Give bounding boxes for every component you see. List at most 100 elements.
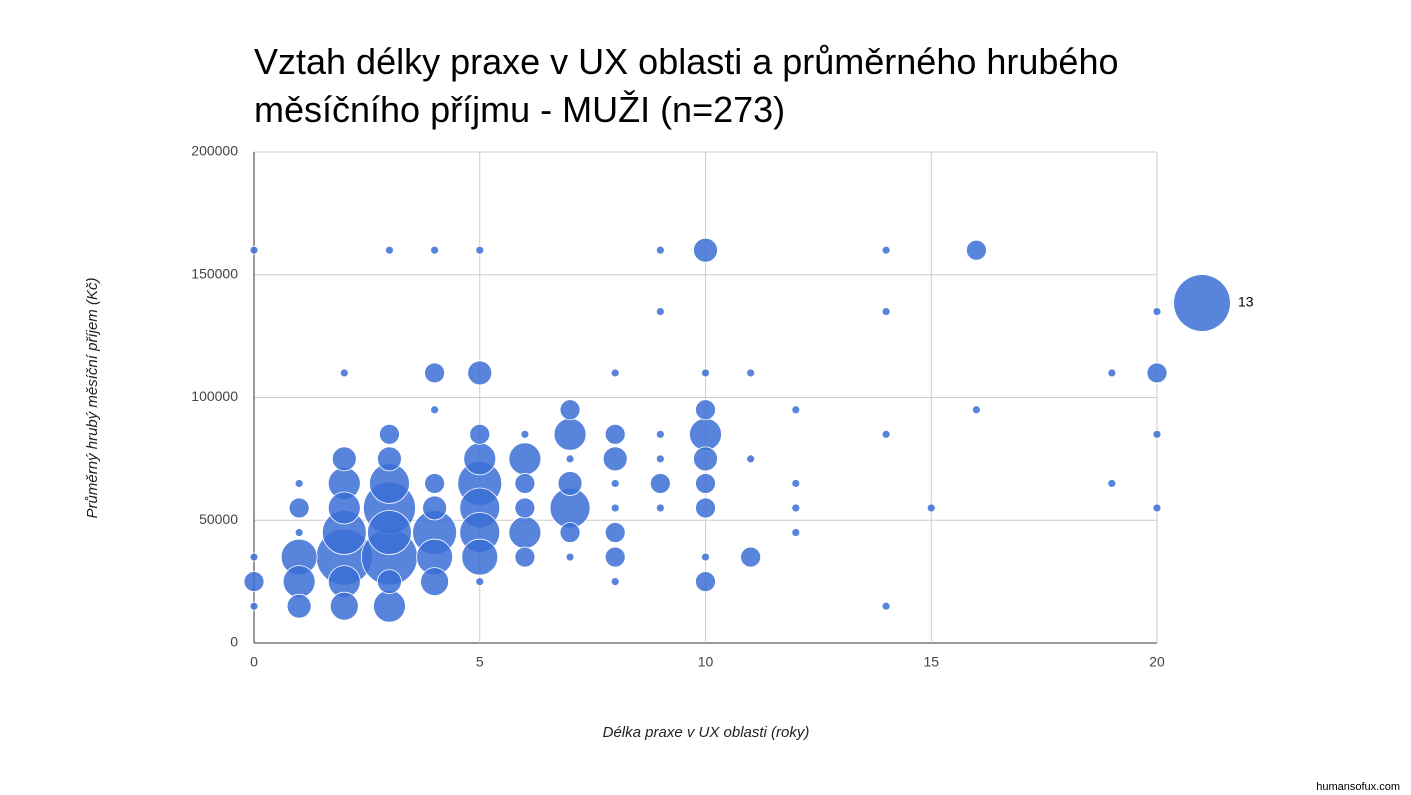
bubble (655, 429, 665, 439)
bubble (791, 528, 801, 537)
bubble (610, 503, 620, 513)
bubble (881, 307, 891, 316)
bubble (514, 546, 536, 568)
bubble (249, 552, 259, 562)
bubble (286, 593, 312, 619)
bubble (655, 245, 665, 255)
bubble (430, 405, 440, 415)
x-tick-label: 5 (476, 654, 484, 670)
bubble (461, 538, 499, 576)
bubble (655, 307, 665, 316)
bubble (695, 399, 716, 421)
bubble (746, 454, 756, 464)
bubble (379, 423, 400, 445)
bubble (327, 491, 361, 525)
bubble (649, 473, 671, 494)
bubble (926, 503, 936, 513)
bubble (331, 446, 357, 472)
y-tick-label: 0 (230, 634, 238, 650)
bubble (604, 522, 626, 543)
bubble (557, 471, 583, 496)
bubble (475, 577, 485, 587)
bubble (604, 546, 626, 568)
y-tick-label: 150000 (191, 265, 238, 281)
bubble (695, 497, 716, 519)
bubble (791, 503, 801, 513)
bubble (791, 479, 801, 488)
bubble (610, 479, 620, 488)
bubble (508, 516, 542, 549)
y-tick-label: 50000 (199, 511, 238, 527)
bubble (881, 601, 891, 611)
bubble (243, 571, 265, 593)
y-axis-title: Průměrný hrubý měsíční příjem (Kč) (84, 278, 101, 519)
bubble (791, 405, 801, 415)
bubble (1152, 429, 1162, 439)
bubble (559, 522, 581, 543)
bubble (966, 239, 987, 261)
bubble (469, 423, 491, 445)
bubble (695, 571, 716, 593)
bubble (282, 565, 316, 599)
bubble (565, 454, 575, 464)
bubble (294, 528, 304, 537)
bubble (604, 423, 626, 445)
bubble (693, 237, 718, 263)
chart-title: Vztah délky praxe v UX oblasti a průměrn… (254, 41, 1119, 82)
bubble (701, 552, 710, 562)
bubble (1152, 503, 1162, 513)
bubble (881, 429, 891, 439)
bubble (294, 479, 304, 488)
bubble (559, 399, 581, 421)
bubble (610, 577, 620, 587)
x-tick-label: 20 (1149, 654, 1165, 670)
bubble (373, 589, 406, 623)
y-tick-label: 200000 (191, 143, 238, 159)
bubble (881, 245, 891, 255)
bubble (385, 245, 394, 255)
bubble (1107, 479, 1117, 488)
bubble (377, 446, 402, 472)
footer: humansofux.com (1316, 781, 1400, 793)
bubble (553, 417, 587, 451)
bubble (424, 362, 446, 384)
bubble (655, 454, 665, 464)
bubble (695, 473, 716, 494)
size-legend-bubble (1174, 275, 1230, 331)
bubble (693, 446, 718, 472)
bubble (420, 567, 450, 597)
bubble (367, 510, 412, 555)
bubble (1152, 307, 1162, 316)
bubble (514, 473, 536, 494)
bubble (377, 569, 402, 595)
bubble (430, 245, 440, 255)
bubble (463, 442, 497, 476)
bubble (475, 245, 485, 255)
x-tick-label: 15 (923, 654, 939, 670)
bubble (602, 446, 628, 472)
bubble (422, 495, 448, 521)
bubble (701, 368, 710, 378)
bubble (740, 546, 762, 568)
bubble (1107, 368, 1117, 378)
bubble (249, 245, 259, 255)
bubble (746, 368, 756, 378)
bubble (520, 429, 530, 439)
bubble (508, 442, 542, 476)
x-axis-title: Délka praxe v UX oblasti (roky) (603, 724, 810, 741)
bubble (249, 601, 259, 611)
bubble (514, 497, 536, 519)
bubble (689, 417, 722, 451)
bubble (339, 368, 349, 378)
bubble (329, 591, 359, 621)
bubble (972, 405, 981, 415)
bubble (1146, 362, 1168, 384)
x-tick-label: 0 (250, 654, 258, 670)
bubble (288, 497, 310, 519)
bubble (565, 552, 575, 562)
bubble (467, 360, 493, 386)
bubble (424, 473, 446, 494)
bubble (610, 368, 620, 378)
chart-title: měsíčního příjmu - MUŽI (n=273) (254, 89, 785, 130)
